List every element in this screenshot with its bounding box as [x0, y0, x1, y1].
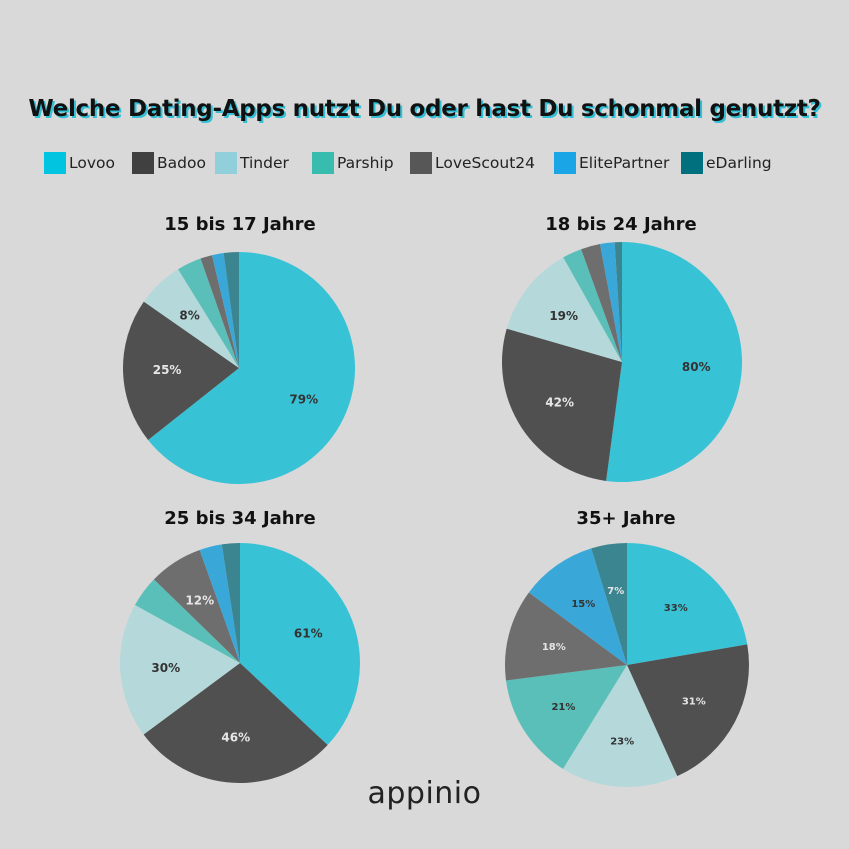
pie-slice-edarling [614, 242, 622, 362]
chart-title: Welche Dating-Apps nutzt Du oder hast Du… [28, 96, 821, 122]
pie-label-tinder: 23% [610, 736, 634, 747]
pie-slice-lovescout24 [581, 244, 622, 362]
legend-label-edarling: eDarling [706, 154, 772, 172]
pie-label-tinder: 30% [151, 661, 180, 675]
legend: Lovoo Badoo Tinder Parship LoveScout24 E… [44, 150, 844, 178]
pie-slice-parship [505, 665, 627, 769]
pie-label-lovoo: 79% [289, 392, 318, 406]
pie-slice-elitepartner [528, 548, 627, 665]
pie-chart-25-34: 61% 46% 30% 12% [119, 543, 360, 783]
legend-item-parship: Parship [312, 150, 394, 176]
legend-swatch-badoo [132, 152, 154, 174]
pie-label-elitepartner: 15% [571, 599, 595, 610]
pie-slice-badoo [627, 644, 749, 777]
legend-label-lovoo: Lovoo [69, 154, 115, 172]
pie-chart-15-17: 79% 25% 8% [122, 252, 355, 484]
pie-title-18-24: 18 bis 24 Jahre [545, 214, 697, 235]
pie-label-edarling: 7% [607, 586, 624, 597]
pie-slice-edarling [221, 543, 240, 663]
pie-slice-elitepartner [211, 253, 239, 368]
pie-slice-edarling [591, 543, 627, 665]
legend-label-tinder: Tinder [240, 154, 289, 172]
pie-slice-elitepartner [199, 544, 240, 663]
pie-label-lovescout24: 18% [542, 642, 566, 653]
pie-label-lovescout24: 12% [185, 593, 214, 607]
pie-slice-tinder [563, 665, 678, 787]
pie-slice-badoo [502, 328, 622, 481]
pie-slice-edarling [223, 252, 239, 368]
pie-label-lovoo: 80% [682, 360, 711, 374]
pie-label-badoo: 31% [682, 696, 706, 707]
legend-swatch-lovoo [44, 152, 66, 174]
legend-item-lovoo: Lovoo [44, 150, 115, 176]
pie-slice-lovoo [240, 543, 360, 745]
legend-label-lovescout24: LoveScout24 [435, 154, 536, 172]
pie-slice-lovoo [606, 242, 742, 482]
pie-slice-parship [134, 579, 240, 663]
pie-slice-badoo [122, 301, 239, 441]
pie-title-35plus: 35+ Jahre [576, 508, 676, 529]
pie-label-tinder: 19% [549, 309, 578, 323]
legend-item-elitepartner: ElitePartner [554, 150, 669, 176]
pie-chart-35plus: 33% 31% 23% 21% 18% 15% 7% [505, 543, 749, 787]
pie-slice-tinder [506, 257, 622, 362]
pie-slice-tinder [143, 269, 239, 368]
pie-label-parship: 21% [551, 702, 575, 713]
legend-item-badoo: Badoo [132, 150, 206, 176]
pie-label-badoo: 46% [221, 730, 250, 744]
pie-label-badoo: 25% [153, 363, 182, 377]
pie-label-lovoo: 33% [664, 603, 688, 614]
pie-slice-lovoo [627, 543, 748, 665]
legend-swatch-edarling [681, 152, 703, 174]
pie-slice-elitepartner [600, 242, 622, 362]
legend-label-parship: Parship [337, 154, 394, 172]
pie-slice-badoo [143, 663, 328, 783]
pie-slice-lovescout24 [200, 255, 239, 368]
pie-label-tinder: 8% [179, 309, 199, 323]
pie-title-25-34: 25 bis 34 Jahre [164, 508, 316, 529]
pie-slice-tinder [119, 604, 240, 735]
pie-slice-parship [178, 258, 239, 368]
pie-chart-18-24: 80% 42% 19% [502, 242, 742, 482]
legend-swatch-parship [312, 152, 334, 174]
legend-item-lovescout24: LoveScout24 [410, 150, 535, 176]
pie-slice-parship [563, 249, 622, 362]
legend-label-badoo: Badoo [157, 154, 206, 172]
pie-label-badoo: 42% [545, 396, 574, 410]
pie-label-lovoo: 61% [294, 626, 323, 640]
pie-slice-lovescout24 [505, 592, 627, 681]
pie-slice-lovescout24 [153, 549, 240, 663]
legend-item-edarling: eDarling [681, 150, 772, 176]
pie-title-15-17: 15 bis 17 Jahre [164, 214, 316, 235]
legend-swatch-elitepartner [554, 152, 576, 174]
legend-label-elitepartner: ElitePartner [579, 154, 670, 172]
legend-swatch-tinder [215, 152, 237, 174]
pie-slice-lovoo [148, 252, 355, 484]
legend-swatch-lovescout24 [410, 152, 432, 174]
legend-item-tinder: Tinder [215, 150, 289, 176]
appinio-logo: appinio [367, 776, 482, 811]
